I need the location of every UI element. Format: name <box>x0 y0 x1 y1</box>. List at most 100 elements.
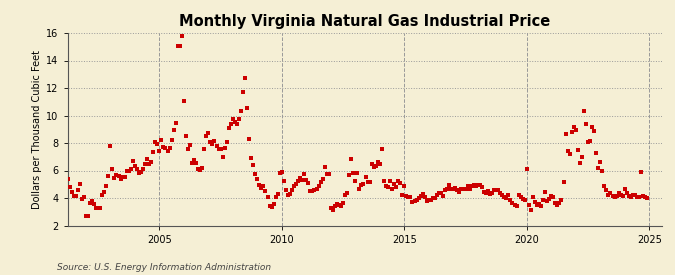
Point <box>564 152 575 156</box>
Point <box>468 183 479 188</box>
Point <box>287 188 298 192</box>
Point <box>154 148 165 153</box>
Point <box>295 175 306 180</box>
Point <box>227 117 238 121</box>
Point <box>297 178 308 182</box>
Point <box>429 196 440 200</box>
Point <box>238 90 248 94</box>
Point <box>580 122 591 127</box>
Point <box>122 169 132 173</box>
Point <box>305 189 316 194</box>
Point <box>421 199 432 204</box>
Point <box>417 192 428 196</box>
Point <box>321 171 332 176</box>
Point <box>425 198 436 203</box>
Point <box>472 182 483 187</box>
Point <box>134 170 144 175</box>
Point <box>88 202 99 207</box>
Point <box>369 165 379 169</box>
Point <box>309 188 320 192</box>
Point <box>525 207 536 212</box>
Point <box>385 179 396 183</box>
Point <box>78 195 89 200</box>
Point <box>624 193 634 198</box>
Point <box>338 200 348 205</box>
Point <box>487 191 497 195</box>
Point <box>503 193 514 197</box>
Point <box>587 125 597 130</box>
Point <box>477 185 487 189</box>
Point <box>456 187 467 191</box>
Y-axis label: Dollars per Thousand Cubic Feet: Dollars per Thousand Cubic Feet <box>32 50 42 209</box>
Point <box>279 179 290 183</box>
Point <box>281 188 292 192</box>
Point <box>97 193 107 197</box>
Point <box>184 143 195 148</box>
Point <box>260 189 271 194</box>
Point <box>548 194 559 199</box>
Point <box>160 146 171 150</box>
Point <box>262 195 273 199</box>
Point <box>325 206 336 210</box>
Point <box>60 152 71 156</box>
Point <box>74 182 85 186</box>
Point <box>556 198 567 202</box>
Point <box>630 192 641 197</box>
Point <box>66 190 77 194</box>
Point <box>205 140 216 144</box>
Point <box>117 175 128 179</box>
Point <box>599 184 610 189</box>
Point <box>86 199 97 203</box>
Point <box>350 179 360 183</box>
Point <box>443 183 454 187</box>
Point <box>252 177 263 181</box>
Point <box>258 184 269 188</box>
Point <box>283 193 294 197</box>
Point <box>323 172 334 176</box>
Point <box>207 142 218 146</box>
Point <box>113 174 124 178</box>
Point <box>609 195 620 199</box>
Point <box>132 166 142 171</box>
Point <box>452 188 463 192</box>
Point <box>481 190 491 195</box>
Point <box>150 140 161 145</box>
Point <box>317 177 328 181</box>
Point <box>340 192 350 197</box>
Point <box>303 180 314 185</box>
Point <box>433 190 444 195</box>
Point <box>379 179 389 183</box>
Point <box>268 202 279 207</box>
Point <box>272 192 283 196</box>
Point <box>128 159 138 163</box>
Point <box>329 204 340 208</box>
Point <box>519 198 530 202</box>
Point <box>223 126 234 130</box>
Point <box>126 166 136 171</box>
Point <box>182 147 193 151</box>
Point <box>574 161 585 165</box>
Point <box>166 138 177 142</box>
Point <box>64 185 75 189</box>
Point <box>517 197 528 201</box>
Point <box>448 187 459 191</box>
Point <box>483 189 493 193</box>
Point <box>219 146 230 150</box>
Point <box>593 166 603 170</box>
Point <box>356 182 367 187</box>
Point <box>373 160 383 164</box>
Point <box>601 188 612 192</box>
Point <box>189 158 200 162</box>
Point <box>622 191 632 195</box>
Point <box>401 194 412 198</box>
Point <box>124 169 134 173</box>
Point <box>197 165 208 170</box>
Point <box>107 167 118 172</box>
Point <box>348 171 358 175</box>
Point <box>532 203 543 207</box>
Point <box>335 204 346 208</box>
Point <box>176 34 187 38</box>
Point <box>554 201 565 205</box>
Point <box>460 187 471 192</box>
Point <box>419 194 430 199</box>
